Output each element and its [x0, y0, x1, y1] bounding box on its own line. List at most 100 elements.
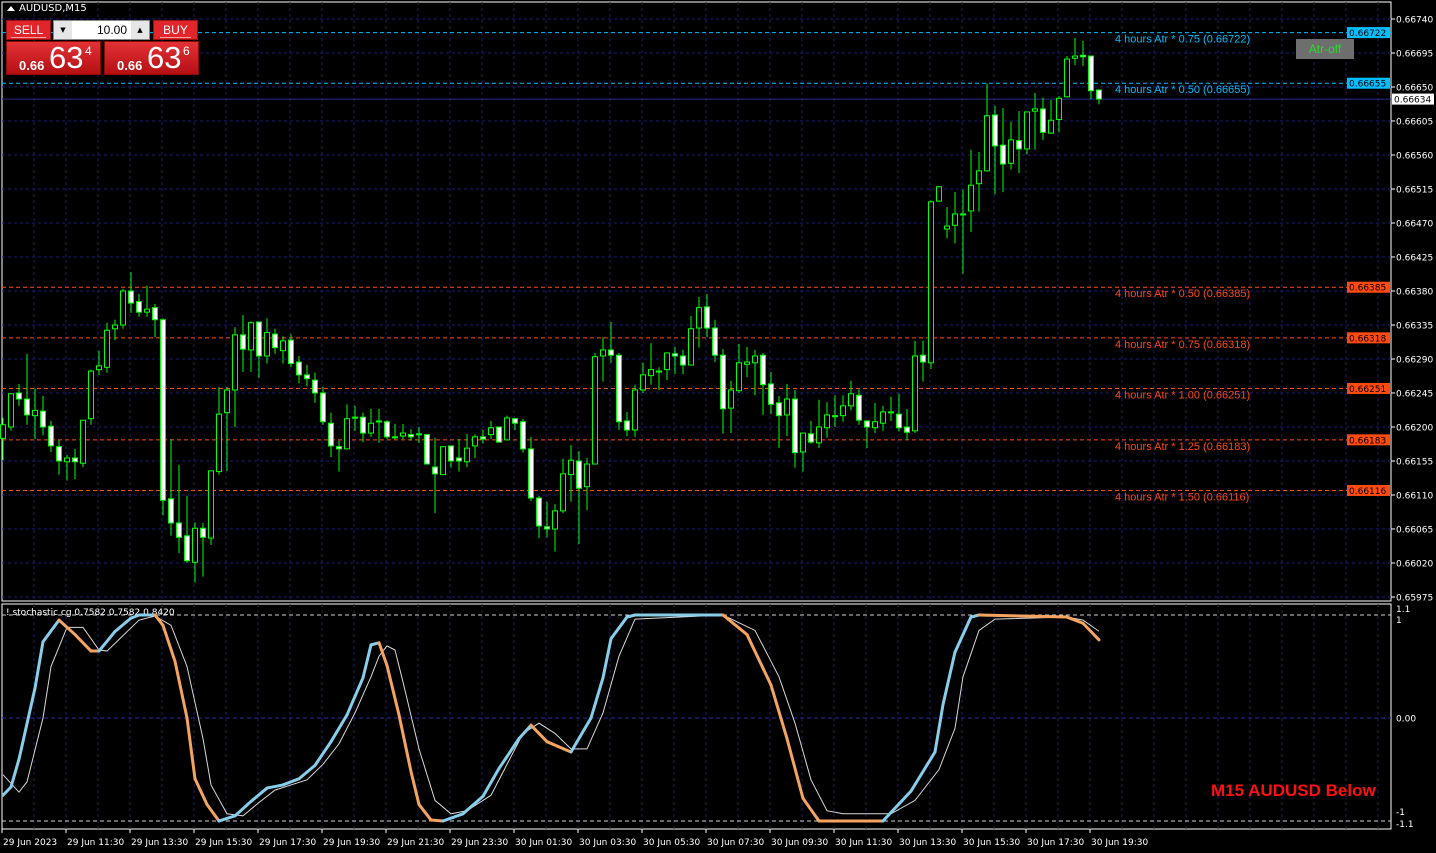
candle-bullish	[928, 201, 934, 364]
buy-button[interactable]: BUY	[153, 20, 198, 40]
candle-bearish	[200, 527, 206, 538]
candle-bullish	[440, 446, 446, 476]
lot-increase-icon[interactable]: ▲	[131, 21, 149, 39]
stochastic-main-segment	[429, 818, 445, 823]
candle-bullish	[880, 411, 886, 424]
stochastic-main-segment	[41, 618, 61, 644]
price-axis-label: 0.66650	[1396, 84, 1433, 94]
candle-bullish	[504, 417, 510, 441]
candle-bullish	[888, 411, 894, 414]
stochastic-main-segment	[909, 750, 937, 793]
candle-bearish	[408, 434, 414, 438]
candle-bullish	[416, 433, 422, 436]
price-axis-label: 0.66515	[1396, 186, 1433, 196]
candle-bearish	[72, 457, 78, 463]
stochastic-main-segment	[233, 799, 253, 818]
stochastic-main-segment	[481, 766, 501, 798]
stochastic-main-segment	[609, 615, 629, 641]
candle-bullish	[696, 307, 702, 329]
candle-bearish	[56, 446, 62, 462]
price-axis-label: 0.66290	[1396, 356, 1433, 366]
price-tag	[1347, 434, 1390, 446]
stochastic-main-segment	[57, 618, 77, 637]
buy-price-box[interactable]: 0.66 63 6	[104, 40, 199, 75]
price-tag-label: 0.66116	[1349, 487, 1386, 497]
candle-bullish	[728, 389, 734, 409]
price-tag	[1347, 332, 1390, 344]
sell-price-prefix: 0.66	[19, 58, 45, 73]
candle-bearish	[448, 445, 454, 462]
price-axis-label: 0.66470	[1396, 220, 1433, 230]
candle-bullish	[592, 356, 598, 465]
time-axis-label: 30 Jun 17:30	[1027, 838, 1084, 848]
lot-size-input[interactable]: 10.00	[96, 23, 127, 37]
candle-bullish	[1048, 119, 1054, 134]
price-axis-label: 0.66335	[1396, 322, 1433, 332]
atr-level-label: 4 hours Atr * 1.25 (0.66183)	[1115, 441, 1250, 453]
symbol-timeframe: AUDUSD,M15	[19, 3, 87, 14]
atr-level-label: 4 hours Atr * 0.75 (0.66318)	[1115, 339, 1250, 351]
main-panel-frame	[1, 1, 1392, 602]
candle-bearish	[152, 307, 158, 321]
time-axis-label: 30 Jun 13:30	[899, 838, 956, 848]
candle-bearish	[360, 416, 366, 434]
sell-button[interactable]: SELL	[6, 20, 51, 40]
candle-bullish	[752, 355, 758, 364]
candle-bullish	[632, 389, 638, 431]
stochastic-main-segment	[517, 723, 533, 741]
lot-decrease-icon[interactable]: ▼	[54, 21, 72, 39]
candle-bullish	[344, 418, 350, 450]
stochastic-main-segment	[385, 663, 401, 717]
time-axis-label: 29 Jun 13:30	[131, 838, 188, 848]
stochastic-main-segment	[17, 686, 37, 761]
price-axis-label: 0.66740	[1396, 16, 1433, 26]
price-tag-label: 0.66318	[1349, 334, 1386, 344]
buy-price-prefix: 0.66	[117, 58, 143, 73]
candle-bullish	[208, 470, 214, 539]
candle-bearish	[1088, 55, 1094, 92]
indicator-axis-label: 1.1	[1396, 605, 1410, 615]
candle-bullish	[88, 370, 94, 420]
candle-bearish	[704, 306, 710, 329]
price-axis-label: 0.66380	[1396, 288, 1433, 298]
candle-bullish	[1032, 108, 1038, 112]
candle-bearish	[864, 420, 870, 428]
price-tag-label: 0.66251	[1349, 385, 1386, 395]
candle-bullish	[264, 332, 270, 357]
stochastic-main-segment	[249, 786, 269, 803]
candle-bullish	[656, 370, 662, 373]
candle-bearish	[168, 498, 174, 524]
atr-level-label: 4 hours Atr * 1.50 (0.66116)	[1115, 491, 1249, 503]
candle-bearish	[1096, 89, 1102, 100]
price-axis-label: 0.66425	[1396, 254, 1433, 264]
price-axis-label: 0.66695	[1396, 50, 1433, 60]
candle-bullish	[464, 447, 470, 463]
stochastic-main-segment	[497, 737, 521, 770]
atr-off-button[interactable]: Atr-off	[1296, 39, 1354, 59]
sell-price-box[interactable]: 0.66 63 4	[6, 40, 101, 75]
candle-bullish	[192, 527, 198, 563]
stochastic-main-segment	[297, 763, 317, 781]
candle-bullish	[648, 369, 654, 377]
candle-bearish	[608, 349, 614, 356]
candle-bearish	[384, 421, 390, 438]
candle-bearish	[776, 402, 782, 417]
time-axis-label: 29 Jun 15:30	[195, 838, 252, 848]
lot-size-stepper[interactable]: ▼ 10.00 ▲	[53, 20, 150, 40]
stochastic-main-segment	[461, 794, 485, 816]
collapse-triangle-icon[interactable]	[7, 6, 15, 11]
candle-bearish	[48, 425, 54, 447]
candle-bullish	[560, 473, 566, 512]
stochastic-main-segment	[589, 676, 605, 720]
candle-bullish	[584, 463, 590, 488]
candle-bearish	[296, 361, 302, 376]
candle-bearish	[256, 321, 262, 357]
time-axis-label: 29 Jun 17:30	[259, 838, 316, 848]
candle-bullish	[248, 322, 254, 351]
candle-bearish	[456, 457, 462, 462]
time-axis-label: 29 Jun 11:30	[67, 838, 124, 848]
candle-bearish	[1016, 140, 1022, 150]
candle-bearish	[328, 422, 334, 447]
stochastic-main-segment	[745, 633, 773, 687]
